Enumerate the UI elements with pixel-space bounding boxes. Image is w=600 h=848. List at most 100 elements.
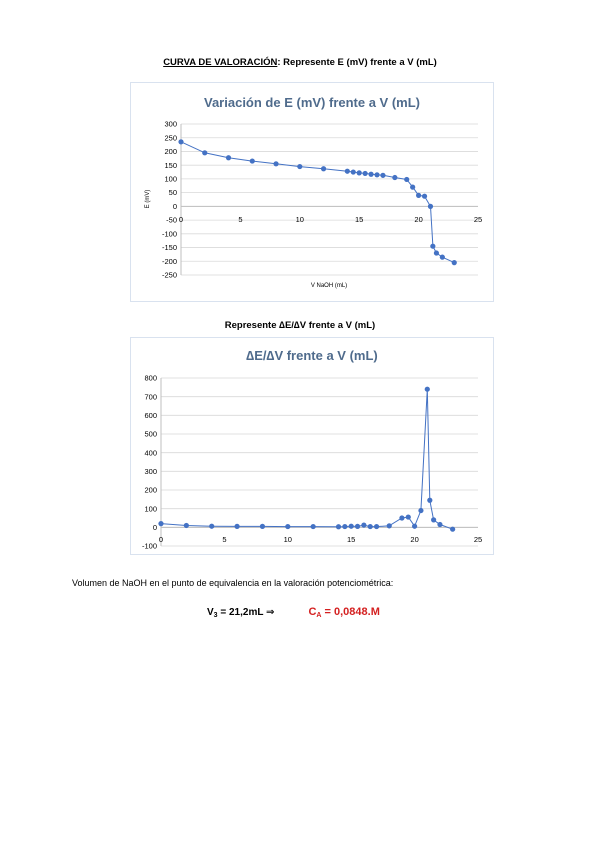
y-tick-label: 100 [164, 175, 177, 184]
data-point [437, 521, 443, 528]
volume-symbol: V [207, 607, 214, 618]
e-vs-v-chart: Variación de E (mV) frente a V (mL) 300 25… [130, 82, 494, 302]
y-tick-label: 0 [153, 523, 157, 532]
x-axis-label: V NaOH (mL) [311, 283, 347, 289]
data-point [386, 523, 392, 529]
y-tick-label: 100 [144, 504, 157, 513]
data-point [354, 523, 361, 529]
y-tick-label: 200 [164, 147, 177, 156]
x-tick-label: 0 [179, 215, 183, 224]
x-tick-label: 25 [474, 215, 482, 224]
x-tick-label: 20 [414, 215, 422, 224]
equivalence-question: Volumen de NaOH en el punto de equivalen… [72, 578, 394, 588]
y-tick-label: -250 [162, 271, 177, 280]
data-point [356, 170, 362, 176]
data-point [368, 171, 374, 177]
implies-arrow: ⇒ [266, 607, 275, 618]
data-point [310, 523, 316, 530]
derivative-chart-svg: ∆E/∆V frente a V (mL)8007006005004003002… [142, 348, 482, 551]
y-tick-label: -200 [162, 257, 177, 266]
data-point [439, 254, 445, 260]
data-point [392, 174, 398, 181]
y-tick-label: 700 [144, 392, 157, 401]
data-point [320, 166, 327, 172]
data-point [380, 172, 386, 178]
volume-subscript: 3 [213, 612, 218, 619]
x-tick-label: 15 [355, 215, 363, 224]
x-tick-label: 5 [222, 535, 226, 544]
data-point [412, 523, 418, 529]
data-point [297, 163, 303, 170]
x-tick-label: 10 [284, 535, 292, 544]
heading-underlined: CURVA DE VALORACIÓN [163, 57, 278, 68]
data-point [273, 161, 279, 167]
data-point [427, 497, 433, 503]
data-point [183, 522, 189, 529]
y-tick-label: 150 [164, 161, 177, 170]
data-point [450, 526, 456, 532]
data-point [335, 524, 342, 530]
y-tick-label: -50 [166, 216, 177, 225]
data-point [431, 517, 437, 523]
data-point [344, 168, 350, 174]
data-point [430, 243, 436, 249]
heading-rest: : Represente E (mV) frente a V (mL) [277, 57, 437, 68]
y-tick-label: -150 [162, 243, 177, 252]
data-point [410, 184, 416, 190]
chart2-heading: Represente ∆E/∆V frente a V (mL) [224, 320, 376, 331]
data-point [399, 515, 405, 521]
data-point [259, 523, 266, 529]
x-tick-label: 5 [238, 215, 242, 224]
data-point [361, 522, 367, 528]
data-point [348, 523, 354, 529]
y-axis-label: E (mV) [145, 190, 151, 209]
y-tick-label: 500 [144, 430, 157, 439]
concentration-result: CA = 0,0848.M [308, 606, 380, 619]
data-point [404, 176, 410, 183]
data-point [225, 155, 232, 161]
data-point [424, 386, 430, 392]
y-tick-label: 300 [144, 467, 157, 476]
data-point [234, 523, 240, 529]
data-point [405, 514, 411, 520]
data-point [416, 192, 422, 198]
concentration-subscript: A [316, 612, 322, 619]
data-point [373, 523, 380, 530]
chart-title: ∆E/∆V frente a V (mL) [246, 348, 378, 363]
y-tick-label: 200 [144, 486, 157, 495]
concentration-symbol: C [308, 606, 317, 618]
data-point [374, 172, 380, 178]
data-point [350, 169, 356, 175]
x-tick-label: 20 [410, 535, 418, 544]
y-tick-label: 300 [164, 120, 177, 129]
data-point [285, 523, 291, 530]
data-point [202, 150, 208, 156]
data-point [249, 158, 255, 164]
series-line [160, 389, 453, 530]
y-tick-label: 0 [173, 202, 177, 211]
data-point [209, 523, 215, 529]
y-tick-label: -100 [142, 542, 157, 551]
data-point [421, 193, 428, 199]
y-tick-label: 800 [144, 374, 157, 383]
data-point [367, 523, 373, 530]
chart1-heading: CURVA DE VALORACIÓN: Represente E (mV) f… [0, 57, 600, 68]
data-point [418, 507, 424, 514]
data-point [427, 203, 434, 209]
data-point [362, 170, 368, 177]
data-point [178, 139, 184, 145]
volume-value: = 21,2mL [217, 607, 267, 618]
series-line [180, 141, 455, 264]
x-tick-label: 0 [159, 535, 163, 544]
data-point [433, 250, 440, 256]
data-point [158, 521, 164, 527]
concentration-value: = 0,0848.M [321, 606, 380, 618]
x-tick-label: 15 [347, 535, 355, 544]
data-point [342, 523, 348, 530]
x-tick-label: 25 [474, 535, 482, 544]
e-vs-v-chart-svg: Variación de E (mV) frente a V (mL) 300 25… [145, 95, 482, 289]
y-tick-label: -100 [162, 229, 177, 238]
y-tick-label: 600 [144, 411, 157, 420]
x-tick-label: 10 [296, 215, 304, 224]
chart-title: Variación de E (mV) frente a V (mL) [204, 95, 420, 110]
